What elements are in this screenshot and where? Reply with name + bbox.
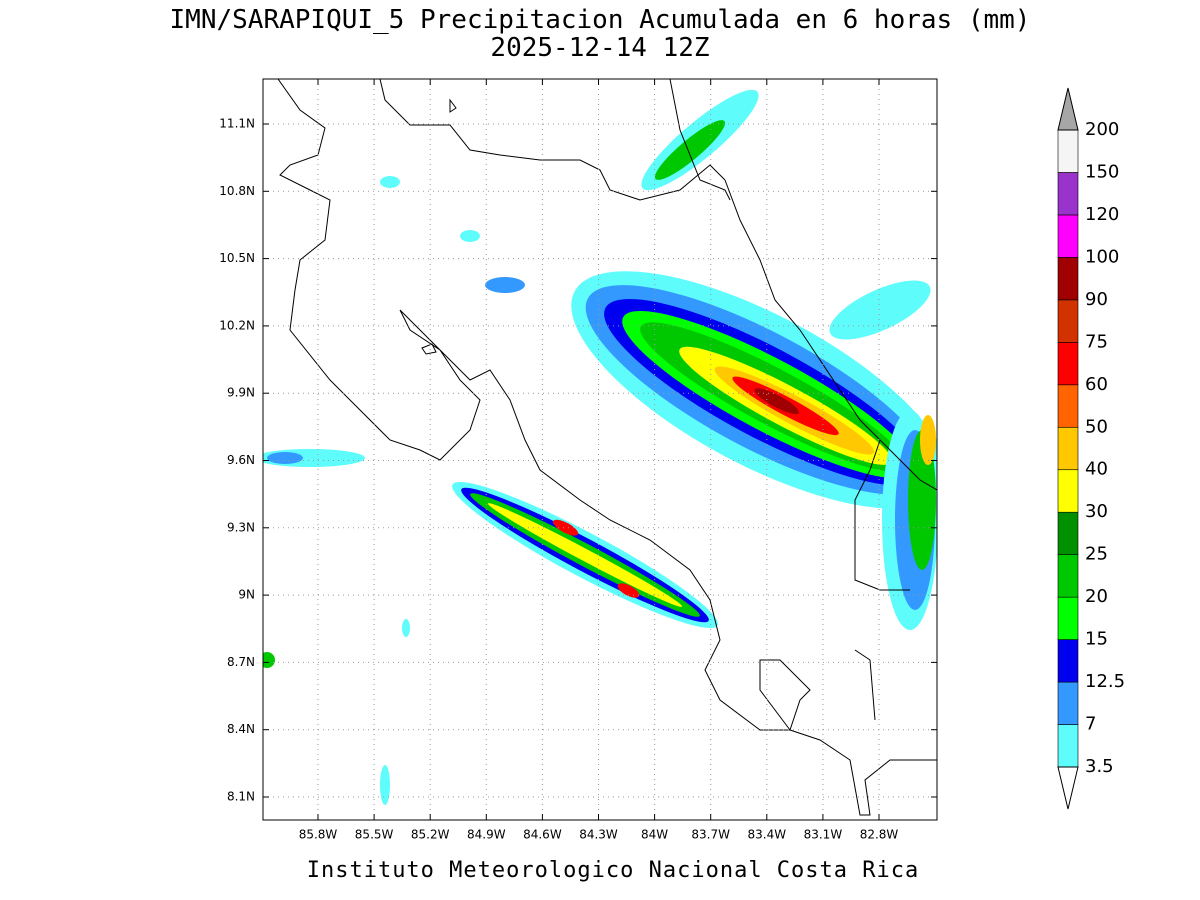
lat-tick-label: 9.9N bbox=[227, 386, 255, 400]
colorbar-box bbox=[1057, 469, 1079, 513]
lat-tick-label: 9N bbox=[238, 588, 255, 602]
colorbar-box bbox=[1057, 554, 1079, 598]
colorbar-box bbox=[1057, 342, 1079, 386]
lon-tick-label: 85.2W bbox=[411, 828, 450, 842]
lat-tick-label: 9.3N bbox=[227, 520, 255, 534]
colorbar-box bbox=[1057, 681, 1079, 725]
colorbar-label: 3.5 bbox=[1085, 756, 1114, 777]
lat-tick-label: 10.2N bbox=[219, 318, 255, 332]
lat-tick-label: 11.1N bbox=[219, 117, 255, 131]
lat-tick-label: 9.6N bbox=[227, 453, 255, 467]
lat-tick-label: 10.5N bbox=[219, 251, 255, 265]
lat-tick-label: 10.8N bbox=[219, 184, 255, 198]
colorbar-label: 7 bbox=[1085, 714, 1096, 735]
lon-tick-label: 83.1W bbox=[804, 828, 843, 842]
colorbar-label: 15 bbox=[1085, 629, 1108, 650]
map-frame bbox=[262, 78, 938, 821]
colorbar-box bbox=[1057, 384, 1079, 428]
lon-tick-label: 85.8W bbox=[299, 828, 338, 842]
colorbar-box bbox=[1057, 214, 1079, 258]
lon-tick-label: 85.5W bbox=[355, 828, 394, 842]
colorbar-box bbox=[1057, 172, 1079, 216]
lat-tick-label: 8.1N bbox=[227, 790, 255, 804]
colorbar-label: 40 bbox=[1085, 459, 1108, 480]
colorbar-label: 25 bbox=[1085, 544, 1108, 565]
lon-tick-label: 84.6W bbox=[523, 828, 562, 842]
colorbar-label: 20 bbox=[1085, 586, 1108, 607]
colorbar-label: 60 bbox=[1085, 374, 1108, 395]
subtitle: 2025-12-14 12Z bbox=[490, 33, 709, 63]
colorbar-label: 12.5 bbox=[1085, 671, 1125, 692]
lon-tick-label: 82.8W bbox=[860, 828, 899, 842]
lon-tick-label: 84.9W bbox=[467, 828, 506, 842]
colorbar-label: 200 bbox=[1085, 119, 1119, 140]
colorbar-over bbox=[1057, 87, 1079, 131]
colorbar-label: 120 bbox=[1085, 204, 1119, 225]
lon-tick-label: 84.3W bbox=[579, 828, 618, 842]
colorbar-label: 100 bbox=[1085, 246, 1119, 267]
title: IMN/SARAPIQUI_5 Precipitacion Acumulada … bbox=[170, 5, 1031, 35]
colorbar-label: 75 bbox=[1085, 331, 1108, 352]
lon-tick-label: 84W bbox=[641, 828, 668, 842]
footer: Instituto Meteorologico Nacional Costa R… bbox=[307, 858, 920, 883]
coastline bbox=[277, 79, 937, 816]
colorbar-under bbox=[1057, 766, 1079, 810]
colorbar-label: 30 bbox=[1085, 501, 1108, 522]
lon-tick-label: 83.4W bbox=[748, 828, 787, 842]
colorbar-box bbox=[1057, 724, 1079, 768]
colorbar-box bbox=[1057, 299, 1079, 343]
colorbar-box bbox=[1057, 426, 1079, 471]
colorbar-label: 90 bbox=[1085, 289, 1108, 310]
lat-tick-label: 8.4N bbox=[227, 722, 255, 736]
map-area bbox=[263, 79, 937, 816]
colorbar-label: 150 bbox=[1085, 161, 1119, 182]
colorbar-box bbox=[1057, 129, 1079, 173]
colorbar-box bbox=[1057, 639, 1079, 683]
colorbar-label: 50 bbox=[1085, 416, 1108, 437]
colorbar-box bbox=[1057, 511, 1079, 555]
precipitation bbox=[263, 89, 937, 805]
lat-tick-label: 8.7N bbox=[227, 655, 255, 669]
lon-tick-label: 83.7W bbox=[691, 828, 730, 842]
colorbar-box bbox=[1057, 596, 1079, 640]
colorbar-box bbox=[1057, 257, 1079, 301]
